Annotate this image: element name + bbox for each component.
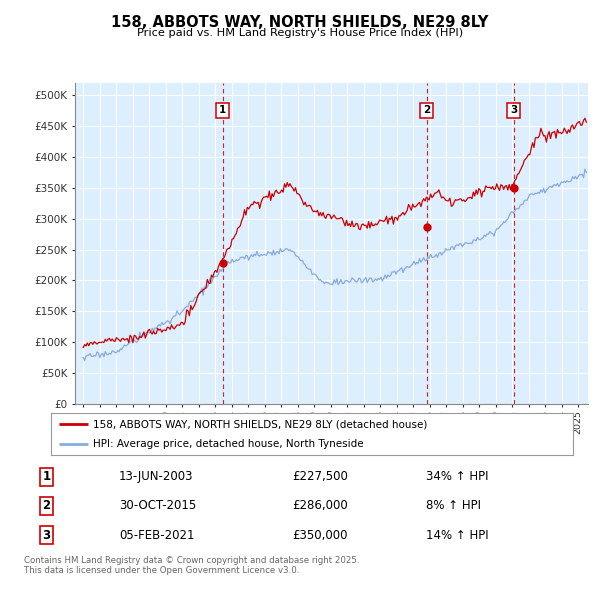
Text: 30-OCT-2015: 30-OCT-2015	[119, 499, 196, 513]
Text: 158, ABBOTS WAY, NORTH SHIELDS, NE29 8LY (detached house): 158, ABBOTS WAY, NORTH SHIELDS, NE29 8LY…	[93, 419, 427, 430]
Text: 1: 1	[219, 106, 226, 116]
Text: 8% ↑ HPI: 8% ↑ HPI	[426, 499, 481, 513]
Text: 158, ABBOTS WAY, NORTH SHIELDS, NE29 8LY: 158, ABBOTS WAY, NORTH SHIELDS, NE29 8LY	[112, 15, 488, 30]
Text: 1: 1	[42, 470, 50, 483]
Text: £227,500: £227,500	[292, 470, 348, 483]
Text: £350,000: £350,000	[292, 529, 347, 542]
Text: 2: 2	[423, 106, 430, 116]
Text: 3: 3	[510, 106, 517, 116]
Text: Price paid vs. HM Land Registry's House Price Index (HPI): Price paid vs. HM Land Registry's House …	[137, 28, 463, 38]
Text: 13-JUN-2003: 13-JUN-2003	[119, 470, 193, 483]
Text: 05-FEB-2021: 05-FEB-2021	[119, 529, 194, 542]
Text: Contains HM Land Registry data © Crown copyright and database right 2025.
This d: Contains HM Land Registry data © Crown c…	[24, 556, 359, 575]
Text: 14% ↑ HPI: 14% ↑ HPI	[426, 529, 488, 542]
Text: 34% ↑ HPI: 34% ↑ HPI	[426, 470, 488, 483]
Text: 2: 2	[42, 499, 50, 513]
Text: HPI: Average price, detached house, North Tyneside: HPI: Average price, detached house, Nort…	[93, 439, 364, 449]
Text: £286,000: £286,000	[292, 499, 347, 513]
Text: 3: 3	[42, 529, 50, 542]
